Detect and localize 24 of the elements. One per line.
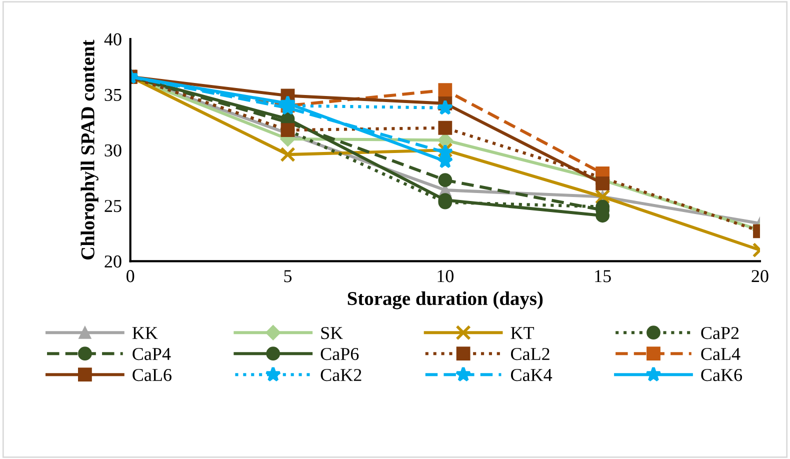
- y-tick-label: 30: [104, 144, 122, 157]
- y-tick-label: 20: [104, 255, 122, 268]
- legend-label: SK: [321, 326, 343, 340]
- y-tick-label: 40: [104, 33, 122, 46]
- legend-label: CaP4: [132, 348, 171, 360]
- legend-label: CaK2: [320, 368, 362, 382]
- legend-label: KT: [510, 327, 534, 339]
- x-axis-title: Storage duration (days): [348, 291, 543, 310]
- y-tick-label: 25: [104, 200, 122, 212]
- x-tick-label: 15: [595, 270, 611, 282]
- x-tick-label: 5: [284, 270, 292, 282]
- x-tick-label: 20: [752, 270, 768, 282]
- legend-label: CaL2: [510, 348, 550, 360]
- legend-label: CaK6: [701, 368, 742, 382]
- legend-label: CaP2: [701, 326, 739, 340]
- y-axis-title: Chlorophyll SPAD content: [80, 40, 98, 260]
- x-tick-label: 10: [438, 270, 454, 282]
- legend-label: CaK4: [510, 368, 552, 382]
- legend-label: CaL6: [132, 368, 172, 382]
- y-tick-label: 35: [104, 88, 122, 101]
- legend-label: CaP6: [320, 348, 359, 360]
- legend-label: KK: [132, 327, 158, 339]
- x-tick-label: 0: [126, 270, 134, 282]
- legend-label: CaL4: [701, 348, 740, 360]
